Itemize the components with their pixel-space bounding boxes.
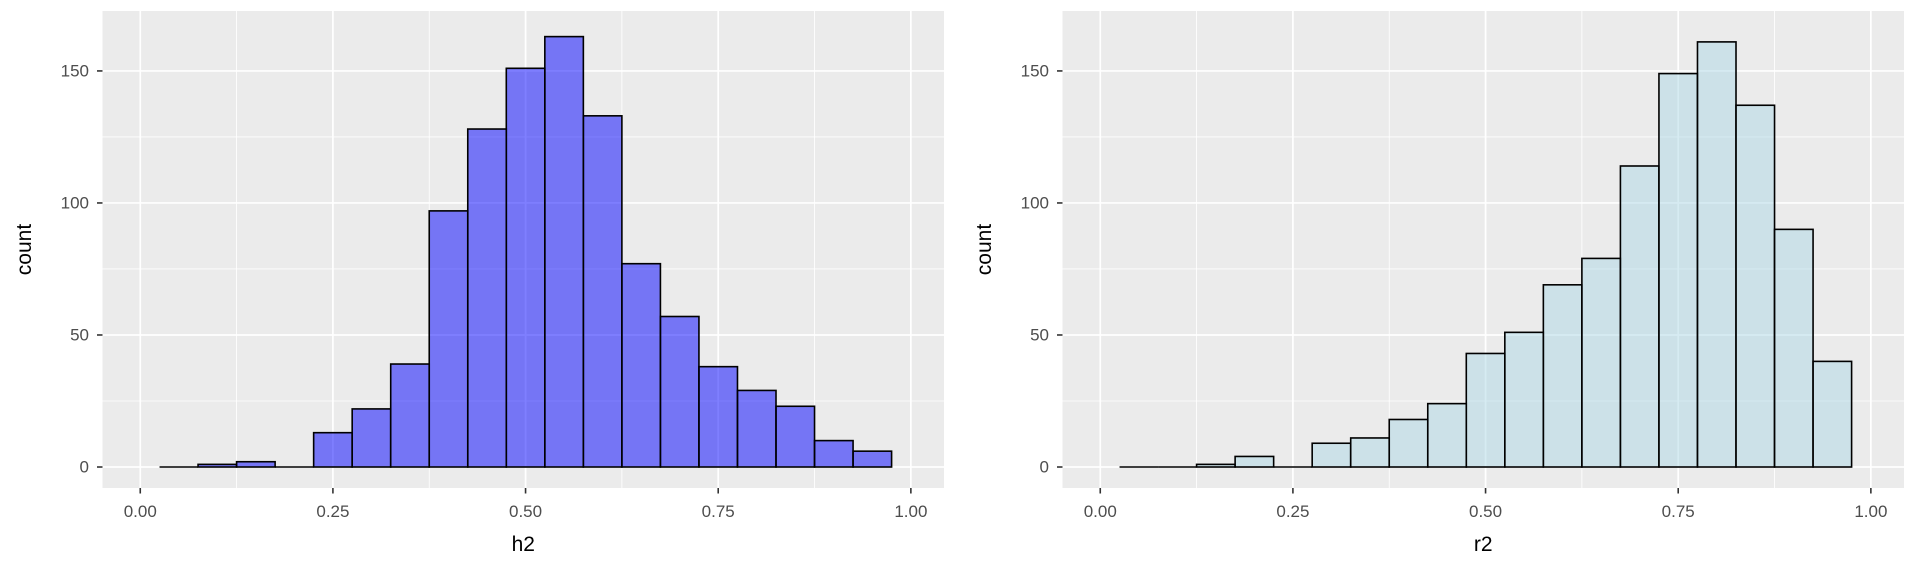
x-tick-label: 0.50 (509, 502, 542, 521)
histogram-bar (389, 363, 431, 468)
histogram-bar (505, 67, 546, 468)
histogram-bar (235, 460, 276, 468)
histogram-bar (813, 439, 854, 468)
histogram-bar (621, 262, 662, 468)
histogram-bar (1696, 41, 1737, 468)
y-tick-label: 0 (80, 458, 89, 477)
histogram-bar (1465, 352, 1506, 468)
y-tick-label: 100 (61, 193, 89, 212)
histogram-bar (1195, 463, 1236, 468)
x-tick-label: 0.25 (1276, 502, 1309, 521)
histogram-bar (544, 35, 585, 468)
histogram-bar (736, 389, 777, 468)
y-tick-label: 150 (61, 61, 89, 80)
histogram-bar (312, 431, 353, 468)
histogram-bar (1812, 360, 1853, 468)
x-tick-label: 1.00 (1854, 502, 1887, 521)
x-tick-label: 0.00 (124, 502, 157, 521)
x-tick-label: 0.75 (1662, 502, 1695, 521)
histogram-bar (1658, 72, 1699, 468)
histogram-bar (428, 210, 469, 468)
y-tick-label: 0 (1040, 458, 1049, 477)
histogram-svg: 0.00 0.25 0.50 0.75 1.00 0 50 100 150 h2 count (13, 11, 944, 556)
histogram-svg: 0.00 0.25 0.50 0.75 1.00 0 50 100 150 r2 count (973, 11, 1904, 556)
y-tick-label: 50 (1030, 325, 1049, 344)
histogram-bar (1619, 165, 1660, 468)
x-tick-label: 0.25 (316, 502, 349, 521)
histogram-bar (659, 315, 700, 468)
x-axis-title: h2 (512, 533, 535, 556)
x-tick-label: 1.00 (894, 502, 927, 521)
y-tick-label: 150 (1021, 61, 1049, 80)
x-tick-label: 0.00 (1084, 502, 1117, 521)
histogram-bar (698, 365, 739, 468)
histogram-bar (1735, 104, 1776, 468)
histogram-bar (1349, 437, 1391, 468)
histogram-bar (197, 463, 238, 468)
histogram-bar (1581, 257, 1622, 468)
histogram-bar (1311, 442, 1352, 468)
y-tick-label: 50 (70, 325, 89, 344)
x-tick-label: 0.50 (1469, 502, 1502, 521)
x-axis-title: r2 (1474, 533, 1493, 556)
y-axis-title: count (13, 224, 36, 276)
histogram-bar (1234, 455, 1275, 468)
histogram-bar (351, 408, 392, 468)
histogram-bar (582, 115, 623, 468)
histogram-bar (775, 405, 816, 468)
y-axis-title: count (973, 224, 996, 276)
histogram-bar (1542, 284, 1583, 468)
histogram-r2-figure: 0.00 0.25 0.50 0.75 1.00 0 50 100 150 r2 count (960, 0, 1920, 576)
histogram-bar (1773, 228, 1814, 468)
histogram-bar (852, 450, 893, 468)
histogram-bar (466, 128, 508, 468)
y-tick-label: 100 (1021, 193, 1049, 212)
histogram-h2-figure: 0.00 0.25 0.50 0.75 1.00 0 50 100 150 h2 count (13, 11, 944, 556)
x-tick-label: 0.75 (702, 502, 735, 521)
histogram-bar (1504, 331, 1545, 468)
histogram-bar (1426, 402, 1468, 468)
histogram-bar (1388, 418, 1429, 468)
